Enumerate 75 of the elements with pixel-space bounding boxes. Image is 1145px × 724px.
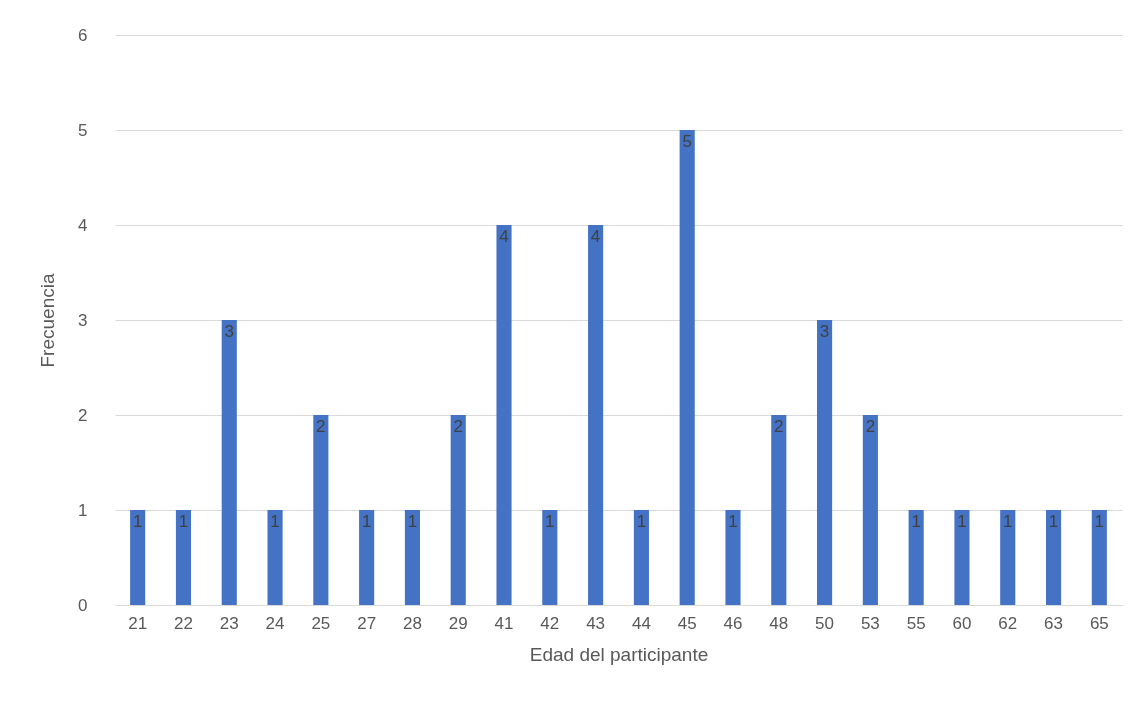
x-tick-label: 22 bbox=[174, 613, 193, 633]
bar bbox=[1091, 510, 1107, 605]
bar bbox=[1000, 510, 1016, 605]
y-tick-label: 2 bbox=[78, 405, 88, 425]
bar bbox=[817, 320, 833, 605]
data-label: 1 bbox=[361, 512, 372, 531]
bar bbox=[175, 510, 192, 605]
x-tick-label: 45 bbox=[677, 613, 697, 633]
x-tick-label: 55 bbox=[906, 613, 926, 633]
bar bbox=[450, 415, 466, 605]
bar bbox=[679, 130, 695, 605]
data-label: 1 bbox=[178, 512, 189, 531]
data-label: 3 bbox=[224, 322, 234, 341]
bar bbox=[588, 225, 604, 605]
x-tick-label: 43 bbox=[586, 613, 606, 633]
data-label: 1 bbox=[911, 512, 921, 531]
data-label: 1 bbox=[407, 512, 418, 531]
x-tick-label: 21 bbox=[128, 613, 148, 633]
x-tick-label: 62 bbox=[998, 613, 1018, 633]
x-tick-label: 24 bbox=[265, 613, 285, 633]
bar bbox=[862, 415, 878, 605]
bar bbox=[221, 320, 237, 605]
bar bbox=[267, 510, 283, 605]
y-tick-label: 3 bbox=[78, 310, 88, 330]
data-label: 1 bbox=[132, 512, 143, 531]
x-tick-label: 48 bbox=[769, 613, 789, 633]
data-label: 3 bbox=[819, 322, 830, 341]
data-label: 4 bbox=[590, 227, 601, 246]
x-tick-label: 25 bbox=[311, 613, 331, 633]
bar bbox=[359, 510, 375, 605]
data-label: 1 bbox=[545, 512, 555, 531]
x-tick-label: 65 bbox=[1089, 613, 1109, 633]
bar bbox=[313, 415, 329, 605]
data-label: 1 bbox=[636, 512, 647, 531]
y-axis-title: Frecuencia bbox=[37, 273, 59, 368]
x-tick-label: 46 bbox=[723, 613, 743, 633]
x-axis-title: Edad del participante bbox=[529, 643, 709, 665]
bar bbox=[542, 510, 558, 605]
data-label: 5 bbox=[682, 132, 692, 151]
x-tick-label: 63 bbox=[1044, 613, 1063, 633]
x-tick-label: 23 bbox=[219, 613, 239, 633]
x-tick-label: 60 bbox=[952, 613, 972, 633]
x-tick-label: 28 bbox=[402, 613, 422, 633]
y-tick-label: 0 bbox=[78, 595, 88, 615]
y-tick-label: 4 bbox=[78, 215, 88, 235]
data-label: 2 bbox=[453, 417, 463, 436]
bar bbox=[130, 510, 146, 605]
x-tick-label: 53 bbox=[860, 613, 880, 633]
x-tick-label: 29 bbox=[448, 613, 468, 633]
bar bbox=[954, 510, 970, 605]
data-label: 1 bbox=[1048, 512, 1059, 531]
x-tick-label: 42 bbox=[540, 613, 560, 633]
data-label: 1 bbox=[1003, 512, 1013, 531]
data-label: 1 bbox=[728, 512, 738, 531]
data-label: 2 bbox=[316, 417, 326, 436]
bar bbox=[633, 510, 649, 605]
data-label: 1 bbox=[957, 512, 967, 531]
y-tick-label: 1 bbox=[78, 500, 88, 520]
x-tick-label: 41 bbox=[494, 613, 514, 633]
data-label: 1 bbox=[270, 512, 280, 531]
bar bbox=[725, 510, 741, 605]
bar bbox=[404, 510, 420, 605]
y-tick-label: 5 bbox=[78, 120, 88, 140]
bar bbox=[908, 510, 924, 605]
x-tick-label: 27 bbox=[357, 613, 377, 633]
data-label: 2 bbox=[774, 417, 784, 436]
data-label: 2 bbox=[865, 417, 876, 436]
x-tick-label: 50 bbox=[815, 613, 835, 633]
bar bbox=[1045, 510, 1062, 605]
bar bbox=[496, 225, 512, 605]
y-tick-label: 6 bbox=[78, 25, 88, 45]
bar bbox=[771, 415, 787, 605]
data-label: 1 bbox=[1094, 512, 1105, 531]
data-label: 4 bbox=[499, 227, 509, 246]
x-tick-label: 44 bbox=[631, 613, 651, 633]
